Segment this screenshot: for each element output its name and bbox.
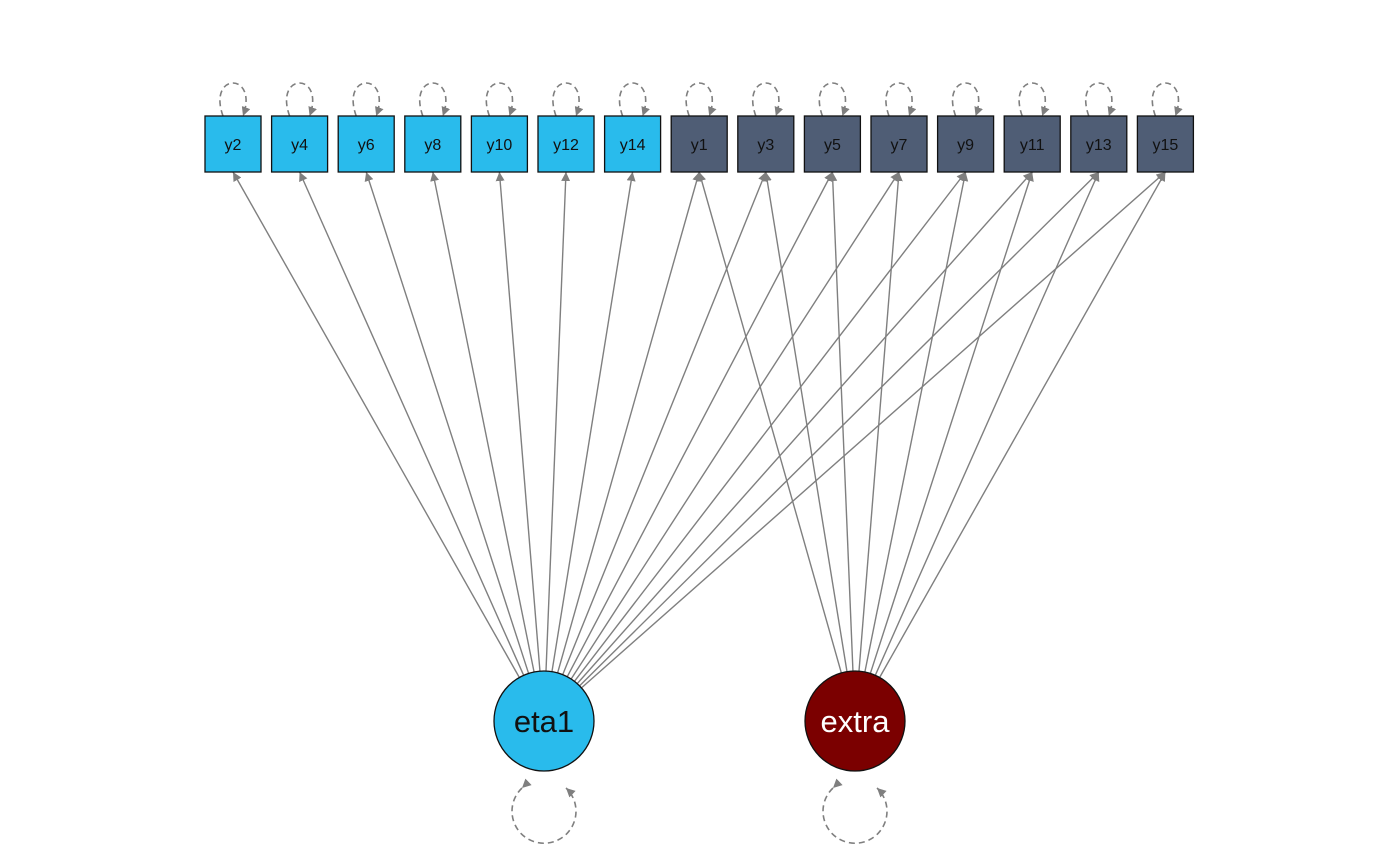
indicator-box-y2 xyxy=(204,115,262,173)
variance-loop-y9 xyxy=(951,82,983,126)
nodes: y2 y4 y6 y8 y10 y12 y14 y1 y3 y5 y7 y9 y11 y13 y15 eta1… xyxy=(204,115,1195,772)
indicator-y11: y11 xyxy=(1003,115,1061,173)
indicator-label-y14: y14 xyxy=(620,137,646,154)
variance-loop-y12 xyxy=(552,82,584,126)
indicator-box-y15 xyxy=(1136,115,1195,173)
indicator-label-y11: y11 xyxy=(1020,137,1045,154)
variance-loop-y2 xyxy=(219,82,251,126)
variance-loop-y3 xyxy=(751,82,784,126)
path-eta1-y13 xyxy=(579,171,1100,687)
indicator-box-y10 xyxy=(470,115,529,173)
path-eta1-y7 xyxy=(570,171,900,680)
variance-loop-y6 xyxy=(352,82,384,126)
indicator-box-y8 xyxy=(404,115,462,173)
latent-label-extra: extra xyxy=(821,704,891,739)
indicator-label-y7: y7 xyxy=(891,137,908,154)
variance-loop-y10 xyxy=(485,82,517,126)
indicator-y14: y14 xyxy=(603,115,662,173)
variance-loop-y1 xyxy=(685,82,717,126)
latent-eta1: eta1 xyxy=(493,670,595,772)
latent-circle-extra xyxy=(804,670,906,772)
indicator-box-y12 xyxy=(537,115,595,173)
path-eta1-y15 xyxy=(581,171,1166,689)
path-eta1-y9 xyxy=(573,171,967,682)
path-eta1-y14 xyxy=(551,171,636,672)
indicator-label-y5: y5 xyxy=(824,137,841,154)
variance-loop-y7 xyxy=(885,82,917,126)
path-eta1-y5 xyxy=(566,171,834,678)
path-extra-y11 xyxy=(869,171,1034,674)
indicator-y9: y9 xyxy=(936,115,995,173)
indicator-label-y8: y8 xyxy=(424,137,441,154)
indicator-y10: y10 xyxy=(470,115,529,173)
indicator-box-y4 xyxy=(270,115,329,173)
path-extra-y7 xyxy=(858,171,903,672)
path-extra-y13 xyxy=(874,171,1100,676)
indicator-box-y11 xyxy=(1003,115,1061,173)
indicator-label-y9: y9 xyxy=(957,137,974,154)
path-eta1-y8 xyxy=(430,171,535,673)
variance-loop-eta1 xyxy=(511,778,577,844)
indicator-y6: y6 xyxy=(337,115,395,173)
indicator-label-y4: y4 xyxy=(291,137,308,154)
indicator-y13: y13 xyxy=(1070,115,1128,173)
variance-loop-y15 xyxy=(1151,82,1183,126)
loading-paths xyxy=(232,171,1167,689)
indicator-y8: y8 xyxy=(404,115,462,173)
variance-loop-y11 xyxy=(1018,82,1050,126)
indicator-y2: y2 xyxy=(204,115,262,173)
indicator-y1: y1 xyxy=(670,115,728,173)
path-eta1-y6 xyxy=(364,171,530,674)
latent-extra: extra xyxy=(804,670,906,772)
path-eta1-y1 xyxy=(556,171,702,674)
path-extra-y1 xyxy=(697,171,843,674)
indicator-label-y6: y6 xyxy=(358,137,375,154)
indicator-box-y5 xyxy=(803,115,862,173)
indicator-label-y10: y10 xyxy=(487,137,513,154)
variance-loops xyxy=(219,82,1183,844)
variance-loop-y8 xyxy=(418,82,451,126)
indicator-box-y9 xyxy=(936,115,995,173)
latent-circle-eta1 xyxy=(493,670,595,772)
variance-loop-y14 xyxy=(618,82,650,126)
variance-loop-y13 xyxy=(1084,82,1117,126)
path-eta1-y12 xyxy=(545,171,571,672)
indicator-box-y3 xyxy=(737,115,795,173)
indicator-y7: y7 xyxy=(870,115,928,173)
path-extra-y3 xyxy=(762,171,848,672)
indicator-label-y3: y3 xyxy=(757,137,774,154)
latent-label-eta1: eta1 xyxy=(514,704,574,739)
variance-loop-y4 xyxy=(285,82,317,126)
indicator-label-y13: y13 xyxy=(1086,137,1112,154)
path-eta1-y11 xyxy=(576,171,1033,685)
indicator-y4: y4 xyxy=(270,115,329,173)
indicator-y15: y15 xyxy=(1136,115,1195,173)
path-eta1-y2 xyxy=(232,171,520,678)
indicator-box-y1 xyxy=(670,115,728,173)
variance-loop-y5 xyxy=(818,82,850,126)
indicator-label-y1: y1 xyxy=(691,137,708,154)
path-extra-y5 xyxy=(828,171,854,672)
indicator-box-y14 xyxy=(603,115,662,173)
indicator-box-y13 xyxy=(1070,115,1128,173)
indicator-box-y7 xyxy=(870,115,928,173)
indicator-y5: y5 xyxy=(803,115,862,173)
path-extra-y15 xyxy=(878,171,1167,678)
indicator-label-y2: y2 xyxy=(225,137,242,154)
path-eta1-y10 xyxy=(495,171,541,672)
indicator-label-y12: y12 xyxy=(553,137,579,154)
variance-loop-extra xyxy=(822,778,888,844)
path-eta1-y3 xyxy=(562,171,767,675)
path-eta1-y4 xyxy=(298,171,525,676)
indicator-box-y6 xyxy=(337,115,395,173)
indicator-y3: y3 xyxy=(737,115,795,173)
indicator-y12: y12 xyxy=(537,115,595,173)
indicator-label-y15: y15 xyxy=(1153,137,1179,154)
path-extra-y9 xyxy=(864,171,969,673)
